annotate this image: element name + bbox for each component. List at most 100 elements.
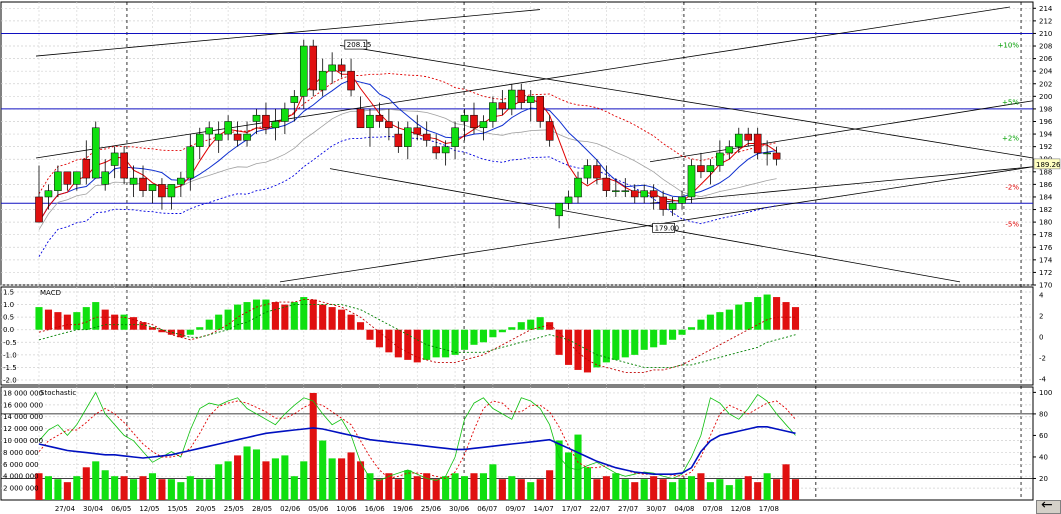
volume-left-tick: 4 000 000: [3, 473, 39, 481]
volume-bar: [35, 473, 43, 500]
candle-body: [224, 121, 232, 135]
date-label: 19/06: [393, 505, 414, 513]
macd-bar: [716, 312, 724, 330]
candle-body: [630, 190, 639, 198]
candle-body: [158, 184, 166, 198]
macd-bar: [735, 304, 743, 330]
date-label: 17/07: [562, 505, 582, 513]
volume-bar: [281, 455, 289, 500]
volume-bar: [735, 479, 743, 500]
date-label: 25/05: [224, 505, 244, 513]
trendline: [35, 9, 541, 57]
macd-bar: [574, 329, 582, 370]
volume-bar: [716, 479, 724, 500]
candle-body: [413, 127, 422, 135]
annotation-box: [344, 39, 368, 50]
volume-bar: [186, 476, 194, 500]
price-tick-label: 200: [1039, 93, 1052, 101]
date-label: 05/06: [308, 505, 329, 513]
candle-body: [470, 114, 478, 129]
volume-bar: [650, 476, 658, 500]
date-label: 07/08: [702, 505, 722, 513]
macd-bar: [583, 329, 592, 373]
volume-bar: [669, 482, 677, 500]
candle-body: [668, 202, 677, 210]
price-annotation: 179.00: [652, 223, 680, 233]
macd-bar: [432, 329, 440, 358]
price-tick-label: 186: [1039, 181, 1053, 189]
macd-right-tick: -4: [1039, 376, 1047, 384]
volume-bar: [319, 440, 327, 500]
volume-bar: [413, 476, 421, 500]
macd-bar: [243, 302, 251, 330]
macd-bar: [659, 329, 667, 345]
candle-body: [375, 114, 384, 122]
date-label: 09/07: [505, 505, 525, 513]
macd-bar: [489, 329, 497, 338]
panel-frame: [0, 1, 1034, 286]
macd-bar: [356, 322, 365, 330]
volume-bar: [432, 479, 440, 500]
price-tick-label: 212: [1039, 17, 1052, 25]
volume-bar: [725, 485, 733, 500]
macd-bar: [215, 314, 223, 330]
macd-bar: [602, 329, 610, 363]
candle-body: [753, 133, 762, 154]
macd-bar: [63, 314, 71, 330]
candle-body: [593, 165, 601, 179]
macd-bar: [385, 329, 393, 353]
annotation-label: 179.00: [655, 224, 680, 232]
volume-bar: [148, 473, 157, 500]
macd-bar: [394, 329, 402, 358]
date-label: 04/08: [674, 505, 694, 513]
volume-bar: [300, 461, 308, 500]
volume-bar: [177, 482, 185, 500]
candle-body: [148, 184, 157, 191]
volume-bar: [158, 479, 166, 500]
price-tick-label: 196: [1039, 118, 1053, 126]
volume-bar: [290, 476, 298, 500]
candle-body: [498, 102, 507, 110]
date-label: 27/07: [618, 505, 638, 513]
macd-bar: [101, 309, 109, 330]
candle-body: [716, 152, 724, 166]
volume-bar: [678, 479, 686, 500]
price-tick-label: 192: [1039, 143, 1052, 151]
volume-bar: [394, 479, 402, 500]
price-tick-label: 180: [1039, 219, 1052, 227]
macd-bar: [650, 329, 658, 348]
macd-bar: [404, 329, 412, 360]
macd-bar: [167, 329, 175, 335]
macd-bar: [508, 327, 516, 330]
volume-bar: [583, 467, 592, 500]
macd-left-tick: 0.5: [3, 314, 14, 322]
macd-bar: [35, 307, 43, 330]
pct-label: -2%: [1005, 183, 1019, 191]
macd-bar: [139, 322, 147, 330]
volume-bar: [167, 479, 175, 500]
volume-bar: [130, 479, 138, 500]
macd-bar: [271, 302, 279, 330]
candle-body: [347, 70, 355, 91]
volume-bar: [697, 473, 705, 500]
scroll-left-button[interactable]: ←: [1036, 497, 1061, 514]
macd-bar: [375, 329, 383, 348]
candle-body: [545, 121, 554, 141]
candle-body: [195, 133, 204, 147]
macd-bar: [451, 329, 459, 355]
volume-bar: [366, 473, 374, 500]
volume-bar: [347, 452, 355, 500]
candle-body: [772, 152, 781, 160]
volume-bar: [356, 461, 365, 500]
macd-right-tick: 2: [1039, 313, 1043, 321]
volume-bar: [262, 461, 270, 500]
macd-bar: [148, 327, 157, 330]
candle-body: [214, 133, 223, 141]
candle-body: [82, 158, 91, 179]
volume-bar: [243, 446, 251, 500]
volume-left-tick: 8 000 000: [3, 449, 39, 457]
volume-bar: [773, 479, 781, 500]
macd-bar: [423, 329, 431, 360]
macd-right-tick: -2: [1039, 355, 1046, 363]
